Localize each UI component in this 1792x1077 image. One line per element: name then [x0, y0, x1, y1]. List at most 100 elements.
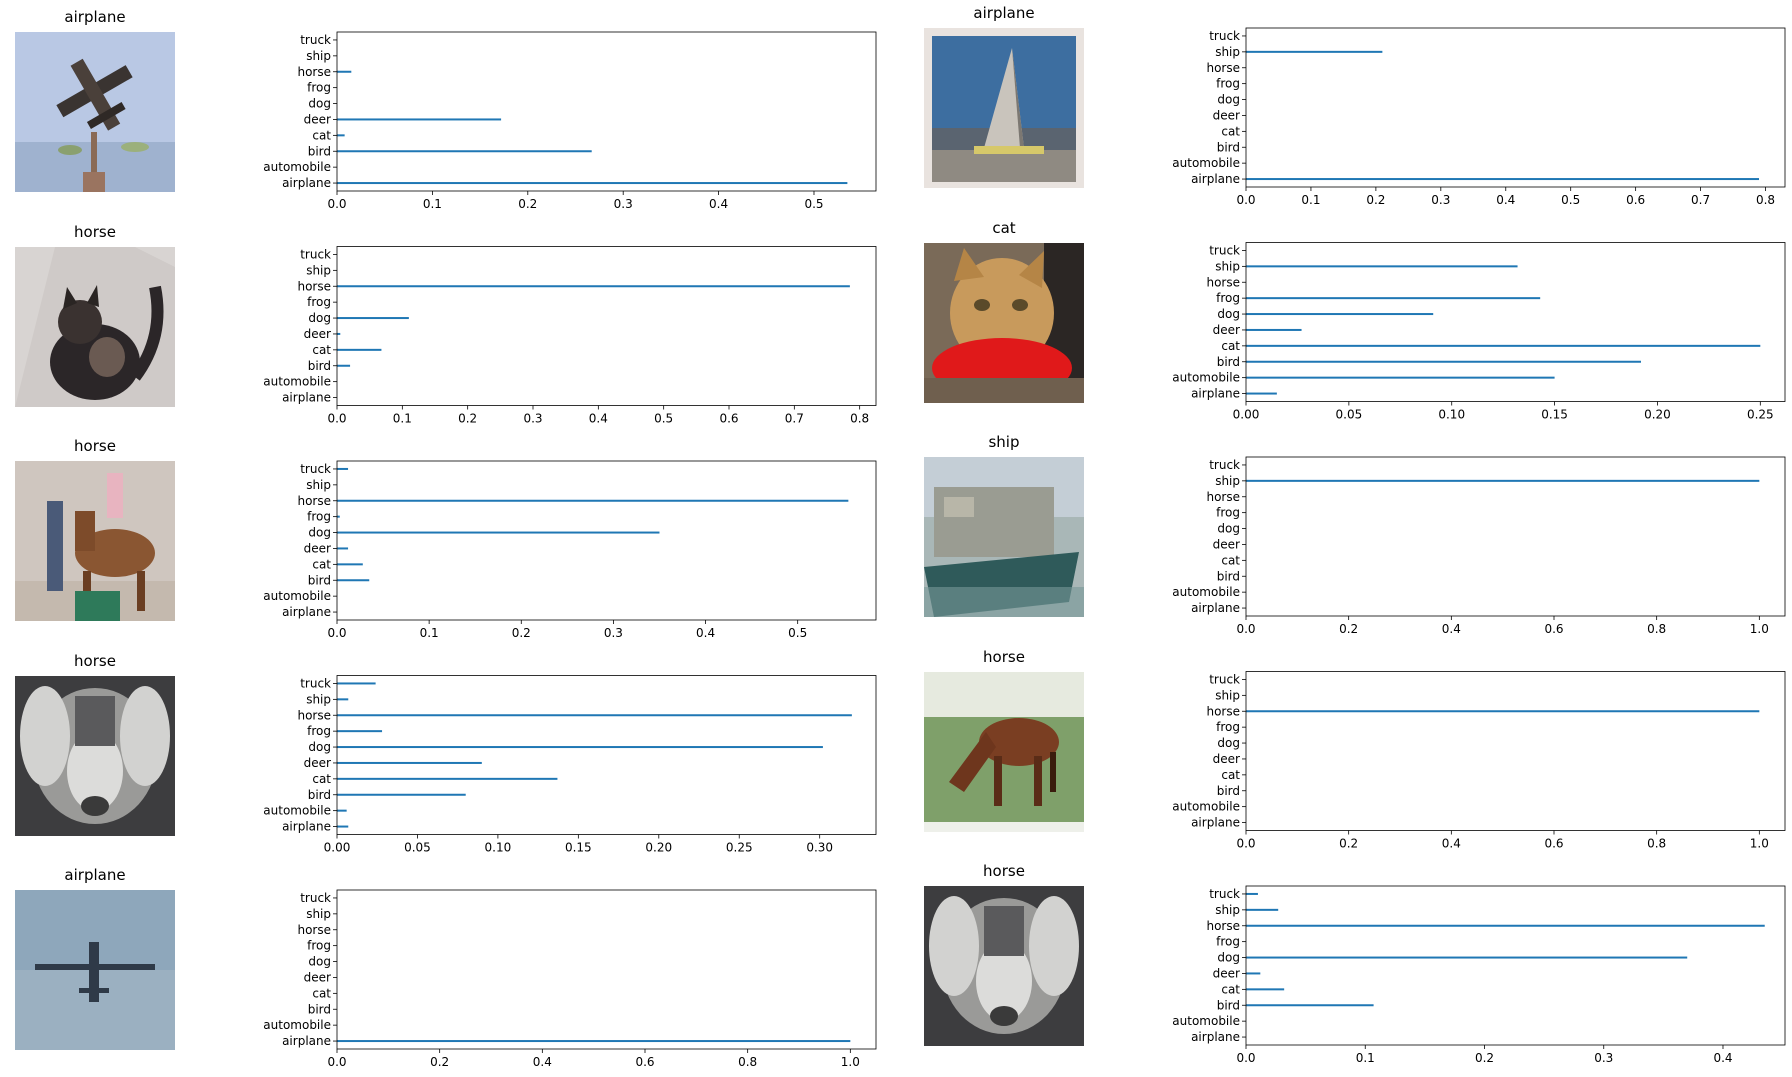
image-true-label: horse — [983, 862, 1025, 880]
axes-frame — [1245, 27, 1786, 188]
x-tick-label: 0.6 — [1544, 622, 1563, 636]
y-tick-label: automobile — [1172, 800, 1240, 814]
y-tick-label: frog — [307, 81, 331, 95]
y-tick-label: bird — [1217, 998, 1240, 1012]
x-tick-label: 0.8 — [850, 412, 869, 426]
y-tick-label: dog — [1217, 736, 1240, 750]
x-tick-label: 0.1 — [1356, 1051, 1375, 1065]
x-tick-label: 0.25 — [726, 841, 753, 855]
prob-bar — [1246, 1004, 1374, 1007]
x-tick-label: 0.2 — [518, 197, 537, 211]
x-tick-label: 0.6 — [635, 1055, 654, 1069]
sample-image — [924, 242, 1084, 403]
axes-frame — [336, 31, 877, 192]
y-tick-label: ship — [1215, 474, 1240, 488]
prob-bar — [1246, 479, 1760, 482]
x-tick-label: 0.00 — [1233, 408, 1260, 422]
x-tick-label: 0.25 — [1747, 408, 1774, 422]
y-tick-label: automobile — [263, 589, 331, 603]
y-tick-label: bird — [1217, 784, 1240, 798]
prob-bar — [337, 118, 502, 121]
prob-bar — [337, 1040, 851, 1043]
y-tick-label: truck — [1209, 29, 1240, 43]
x-tick-label: 1.0 — [1750, 622, 1769, 636]
prob-bar — [1246, 328, 1302, 331]
y-tick-label: ship — [1215, 903, 1240, 917]
y-tick-label: cat — [312, 986, 331, 1000]
x-tick-label: 0.15 — [565, 841, 592, 855]
prob-bar — [337, 317, 409, 320]
y-tick-label: automobile — [263, 804, 331, 818]
y-tick-label: ship — [1215, 259, 1240, 273]
sample-image — [15, 461, 175, 621]
y-tick-label: dog — [1217, 307, 1240, 321]
x-tick-label: 0.3 — [604, 626, 623, 640]
x-tick-label: 0.0 — [327, 197, 346, 211]
y-tick-label: truck — [1209, 243, 1240, 257]
y-tick-label: bird — [1217, 569, 1240, 583]
y-tick-label: deer — [304, 756, 331, 770]
x-tick-label: 0.4 — [1442, 837, 1461, 851]
y-tick-label: truck — [300, 33, 331, 47]
sample-image — [924, 671, 1084, 832]
x-tick-label: 0.4 — [696, 626, 715, 640]
y-tick-label: cat — [1221, 124, 1240, 138]
prob-bar — [1246, 313, 1434, 316]
prob-bar — [1246, 988, 1285, 991]
y-tick-label: airplane — [282, 1034, 331, 1048]
x-tick-label: 0.8 — [1756, 193, 1775, 207]
y-tick-label: dog — [308, 955, 331, 969]
y-tick-label: automobile — [1172, 371, 1240, 385]
x-tick-label: 0.8 — [738, 1055, 757, 1069]
y-tick-label: airplane — [282, 391, 331, 405]
y-tick-label: frog — [1216, 720, 1240, 734]
y-tick-label: cat — [312, 343, 331, 357]
prob-bar — [337, 682, 376, 685]
y-tick-label: airplane — [282, 605, 331, 619]
x-tick-label: 0.2 — [1366, 193, 1385, 207]
y-tick-label: automobile — [263, 160, 331, 174]
x-tick-label: 0.1 — [393, 412, 412, 426]
y-tick-label: horse — [1206, 919, 1240, 933]
y-tick-label: ship — [1215, 45, 1240, 59]
y-tick-label: airplane — [1191, 601, 1240, 615]
x-tick-label: 0.4 — [1496, 193, 1515, 207]
prob-bar — [337, 499, 849, 502]
y-tick-label: frog — [1216, 506, 1240, 520]
sample-image — [15, 675, 175, 836]
y-tick-label: bird — [308, 359, 331, 373]
sample-image — [15, 246, 175, 407]
prob-bar — [337, 579, 370, 582]
x-tick-label: 0.05 — [1336, 408, 1363, 422]
y-tick-label: dog — [1217, 93, 1240, 107]
prob-bar — [1246, 360, 1641, 363]
y-tick-label: ship — [306, 692, 331, 706]
prob-bar — [1246, 710, 1760, 713]
prob-bar — [1246, 297, 1541, 300]
y-tick-label: cat — [312, 772, 331, 786]
prob-bar — [1246, 924, 1765, 927]
x-tick-label: 0.0 — [327, 412, 346, 426]
x-tick-label: 0.3 — [614, 197, 633, 211]
x-tick-label: 0.00 — [324, 841, 351, 855]
y-tick-label: horse — [297, 279, 331, 293]
x-tick-label: 0.4 — [589, 412, 608, 426]
prob-bar — [337, 531, 660, 534]
y-tick-label: cat — [1221, 982, 1240, 996]
x-tick-label: 0.2 — [1339, 622, 1358, 636]
y-tick-label: dog — [308, 526, 331, 540]
axes-frame — [1245, 456, 1786, 617]
y-tick-label: frog — [1216, 935, 1240, 949]
y-tick-label: truck — [300, 462, 331, 476]
prob-bar — [337, 563, 363, 566]
axes-frame — [336, 889, 877, 1050]
y-tick-label: cat — [1221, 768, 1240, 782]
y-tick-label: airplane — [1191, 172, 1240, 186]
prob-bar — [337, 332, 341, 335]
prob-bar — [337, 698, 349, 701]
axes-frame — [1245, 885, 1786, 1046]
sample-image — [15, 890, 175, 1050]
